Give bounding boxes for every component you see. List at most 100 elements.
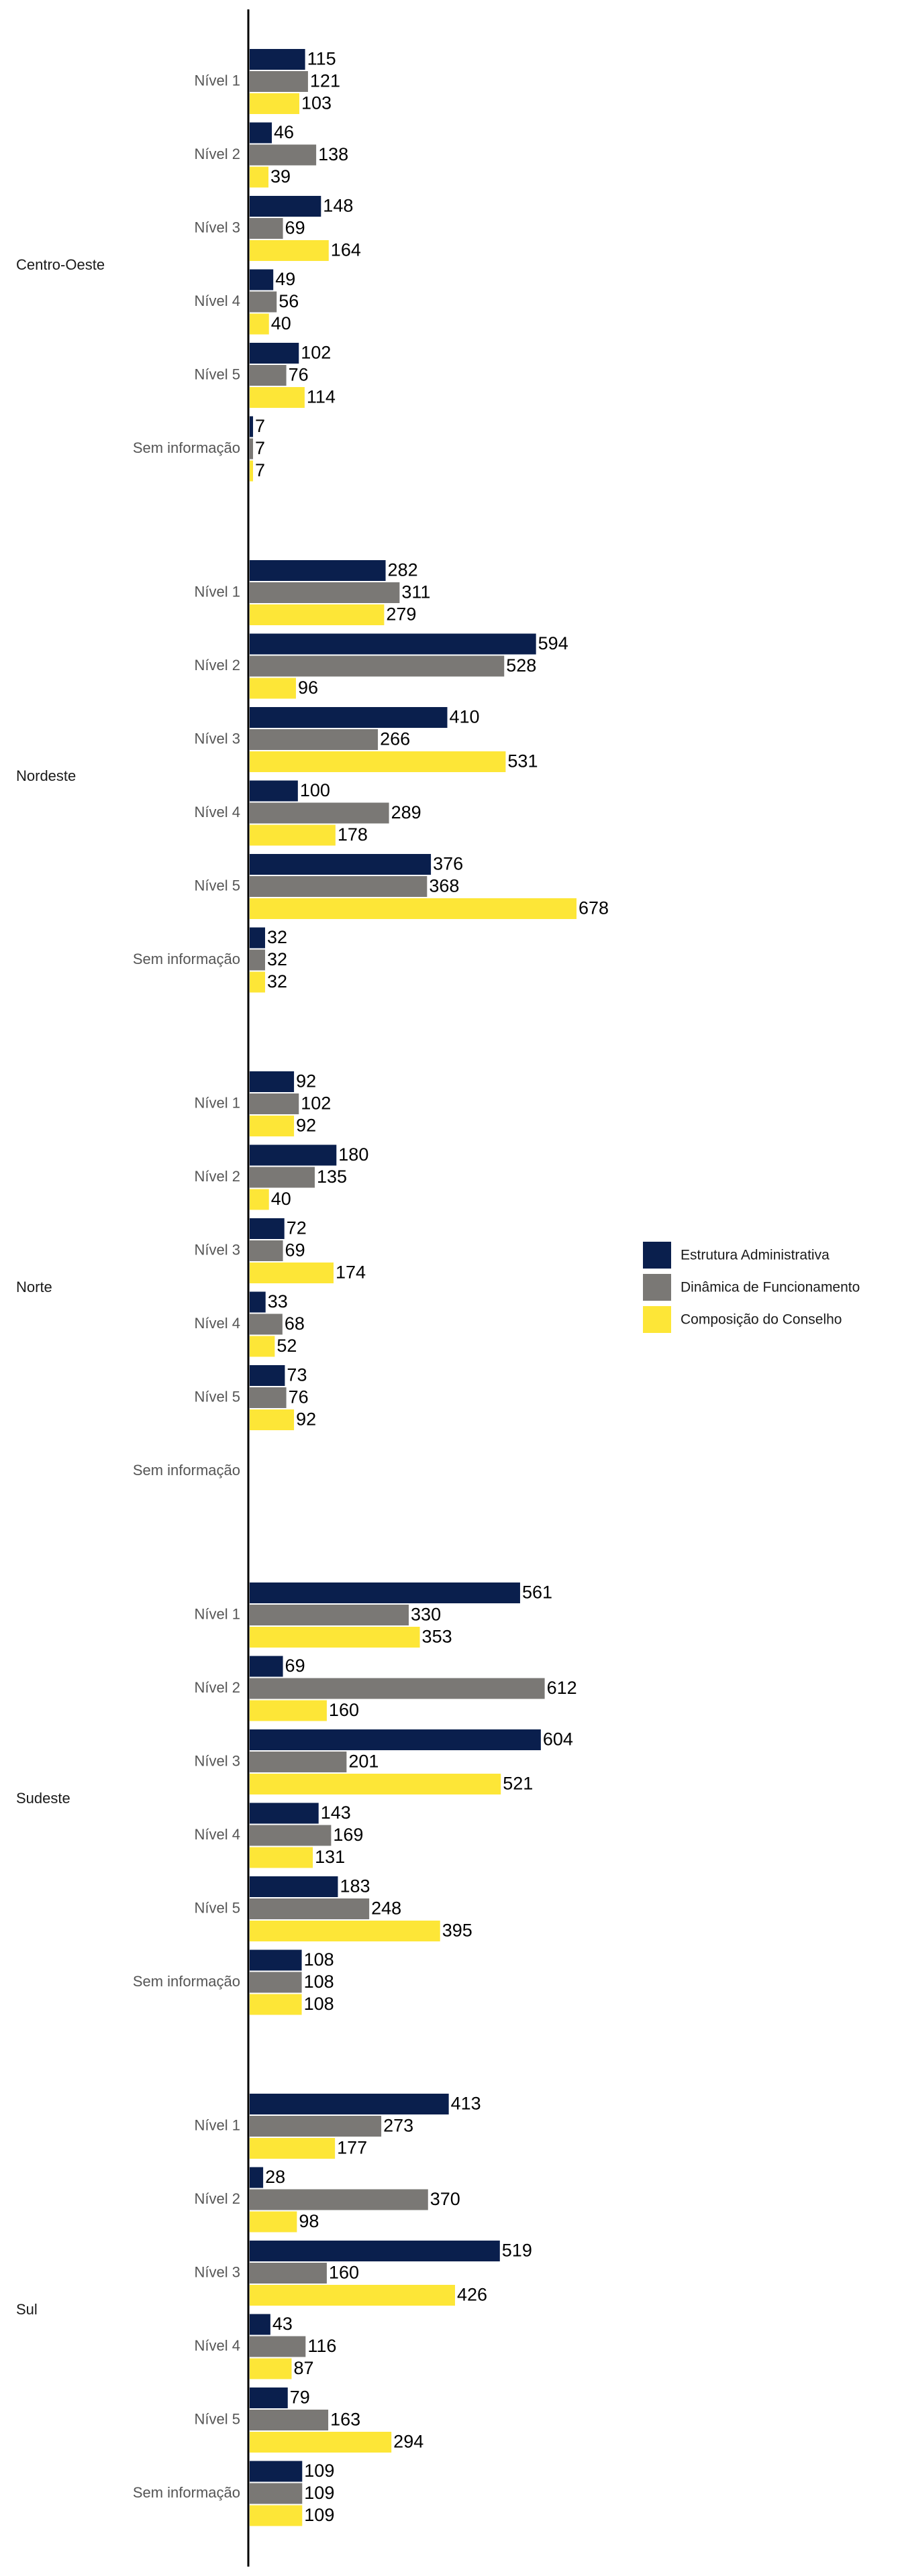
- bar-estrutura-administrativa: [250, 196, 321, 217]
- level-label: Nível 1: [195, 583, 240, 600]
- level-label: Nível 4: [195, 1315, 240, 1332]
- level-label: Nível 3: [195, 1241, 240, 1258]
- bar-estrutura-administrativa: [250, 780, 298, 802]
- level-label: Nível 1: [195, 1094, 240, 1111]
- bar-composicao-do-conselho: [250, 678, 296, 699]
- bar-dinamica-de-funcionamento: [250, 218, 283, 239]
- level-label: Sem informação: [133, 2484, 240, 2501]
- data-label: 426: [457, 2285, 487, 2305]
- data-label: 116: [307, 2336, 336, 2356]
- bar-estrutura-administrativa: [250, 1365, 285, 1386]
- level-label: Sem informação: [133, 1973, 240, 1990]
- bar-dinamica-de-funcionamento: [250, 1387, 287, 1408]
- level-label: Nível 4: [195, 1826, 240, 1843]
- bar-estrutura-administrativa: [250, 2094, 449, 2114]
- data-label: 561: [522, 1582, 552, 1603]
- bar-composicao-do-conselho: [250, 1994, 302, 2015]
- bar-composicao-do-conselho: [250, 1627, 420, 1648]
- bar-composicao-do-conselho: [250, 2432, 392, 2453]
- bar-dinamica-de-funcionamento: [250, 1825, 332, 1846]
- bar-composicao-do-conselho: [250, 751, 506, 772]
- bar-estrutura-administrativa: [250, 633, 536, 655]
- bar-dinamica-de-funcionamento: [250, 802, 389, 824]
- data-label: 46: [274, 122, 294, 142]
- data-label: 410: [449, 707, 479, 727]
- region-group-sul: Nível 1 413 273 177 Nível 2 28 370 98 Nível 3 519…: [16, 2094, 532, 2526]
- data-label: 160: [329, 1700, 359, 1720]
- bar-dinamica-de-funcionamento: [250, 2116, 382, 2137]
- bar-composicao-do-conselho: [250, 2138, 336, 2159]
- data-label: 98: [299, 2211, 319, 2231]
- data-label: 604: [543, 1729, 573, 1750]
- bar-estrutura-administrativa: [250, 1803, 319, 1824]
- bar-dinamica-de-funcionamento: [250, 1898, 370, 1919]
- data-label: 109: [304, 2505, 334, 2525]
- bar-dinamica-de-funcionamento: [250, 2410, 329, 2430]
- bar-estrutura-administrativa: [250, 1876, 338, 1897]
- data-label: 43: [272, 2314, 293, 2334]
- data-label: 32: [267, 971, 287, 991]
- data-label: 311: [401, 582, 430, 602]
- bar-composicao-do-conselho: [250, 93, 299, 114]
- data-label: 395: [442, 1921, 472, 1941]
- bar-composicao-do-conselho: [250, 240, 329, 261]
- bar-composicao-do-conselho: [250, 460, 254, 482]
- data-label: 49: [275, 269, 295, 289]
- data-label: 330: [411, 1605, 441, 1625]
- bar-estrutura-administrativa: [250, 707, 448, 728]
- data-label: 521: [503, 1774, 533, 1794]
- data-label: 72: [287, 1218, 307, 1238]
- legend-label: Estrutura Administrativa: [681, 1248, 830, 1263]
- bar-dinamica-de-funcionamento: [250, 729, 379, 750]
- data-label: 92: [296, 1071, 316, 1091]
- data-label: 174: [336, 1263, 366, 1283]
- bar-estrutura-administrativa: [250, 1582, 520, 1603]
- data-label: 353: [422, 1627, 452, 1647]
- data-label: 164: [331, 240, 361, 260]
- bar-composicao-do-conselho: [250, 2505, 303, 2526]
- bar-estrutura-administrativa: [250, 854, 432, 875]
- bar-composicao-do-conselho: [250, 1774, 501, 1794]
- data-label: 40: [271, 313, 291, 333]
- bar-composicao-do-conselho: [250, 313, 269, 335]
- bar-dinamica-de-funcionamento: [250, 2263, 327, 2284]
- data-label: 594: [538, 633, 568, 653]
- level-label: Nível 2: [195, 146, 240, 162]
- legend-swatch-dinamica-de-funcionamento: [643, 1274, 671, 1301]
- level-label: Nível 5: [195, 1899, 240, 1916]
- legend-label: Dinâmica de Funcionamento: [681, 1280, 860, 1295]
- data-label: 7: [255, 460, 265, 480]
- level-label: Sem informação: [133, 1462, 240, 1479]
- level-label: Nível 2: [195, 2190, 240, 2207]
- bar-dinamica-de-funcionamento: [250, 144, 317, 166]
- bar-composicao-do-conselho: [250, 1336, 275, 1357]
- level-label: Nível 3: [195, 1752, 240, 1769]
- bar-composicao-do-conselho: [250, 1700, 327, 1721]
- level-label: Nível 4: [195, 292, 240, 309]
- region-label: Norte: [16, 1279, 52, 1295]
- data-label: 108: [304, 1972, 334, 1992]
- data-label: 73: [287, 1365, 307, 1385]
- level-label: Nível 2: [195, 657, 240, 674]
- data-label: 528: [506, 655, 536, 676]
- legend-swatch-composicao-do-conselho: [643, 1306, 671, 1333]
- bar-estrutura-administrativa: [250, 343, 299, 364]
- data-label: 160: [329, 2263, 359, 2283]
- data-label: 201: [348, 1752, 379, 1772]
- data-label: 76: [289, 1387, 309, 1407]
- data-label: 109: [304, 2461, 334, 2481]
- level-label: Nível 3: [195, 2263, 240, 2280]
- data-label: 148: [323, 196, 353, 216]
- region-label: Sul: [16, 2301, 38, 2318]
- data-label: 32: [267, 949, 287, 969]
- bar-estrutura-administrativa: [250, 1949, 302, 1971]
- data-label: 87: [293, 2358, 313, 2378]
- data-label: 678: [579, 898, 609, 918]
- bar-estrutura-administrativa: [250, 1729, 541, 1750]
- data-label: 56: [279, 291, 299, 311]
- data-label: 282: [388, 560, 418, 580]
- data-label: 69: [285, 218, 305, 238]
